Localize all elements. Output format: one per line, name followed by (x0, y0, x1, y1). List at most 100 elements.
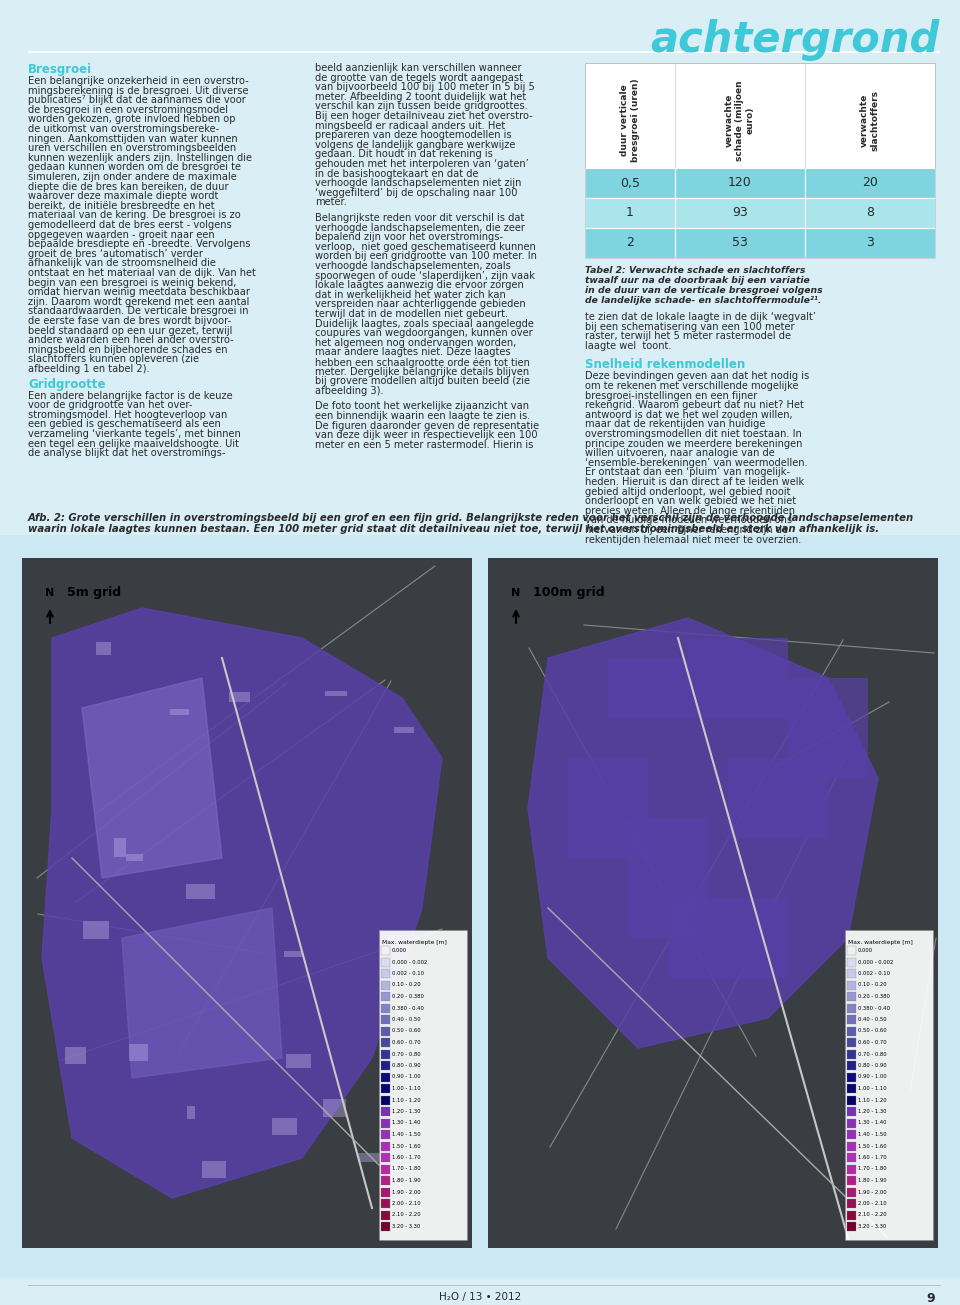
Text: Afb. 2: Grote verschillen in overstromingsbeeld bij een grof en een fijn grid. B: Afb. 2: Grote verschillen in overstromin… (28, 513, 914, 523)
Bar (847, 1118, 856, 1128)
Bar (381, 958, 390, 967)
Text: de grootte van de tegels wordt aangepast: de grootte van de tegels wordt aangepast (315, 73, 523, 82)
Text: 0.40 - 0.50: 0.40 - 0.50 (858, 1017, 887, 1022)
Text: 0.80 - 0.90: 0.80 - 0.90 (392, 1064, 420, 1067)
Text: 1: 1 (626, 206, 634, 219)
Text: antwoord is dat we het wel zouden willen,: antwoord is dat we het wel zouden willen… (585, 410, 793, 420)
Bar (608, 658, 688, 718)
Bar (845, 930, 933, 1240)
Text: 20: 20 (862, 176, 878, 189)
Text: 120: 120 (728, 176, 752, 189)
Text: de eerste fase van de bres wordt bijvoor-: de eerste fase van de bres wordt bijvoor… (28, 316, 231, 326)
Text: 0.40 - 0.50: 0.40 - 0.50 (392, 1017, 420, 1022)
Text: verhoogde landschapselementen niet zijn: verhoogde landschapselementen niet zijn (315, 179, 521, 188)
Bar (847, 1049, 856, 1058)
Text: Max. waterdiepte [m]: Max. waterdiepte [m] (382, 940, 446, 945)
Text: in de basishoogtekaart en dat de: in de basishoogtekaart en dat de (315, 168, 478, 179)
Text: De figuren daaronder geven de representatie: De figuren daaronder geven de representa… (315, 420, 540, 431)
Text: publicaties⁷ blijkt dat de aannames die voor: publicaties⁷ blijkt dat de aannames die … (28, 95, 246, 106)
Text: beeld standaard op een uur gezet, terwijl: beeld standaard op een uur gezet, terwij… (28, 326, 232, 335)
Text: te zien dat de lokale laagte in de dijk ‘wegvalt’: te zien dat de lokale laagte in de dijk … (585, 312, 816, 322)
Text: diepte die de bres kan bereiken, de duur: diepte die de bres kan bereiken, de duur (28, 181, 228, 192)
Text: hebben een schaalgrootte orde één tot tien: hebben een schaalgrootte orde één tot ti… (315, 358, 530, 368)
Text: 0.000 - 0.002: 0.000 - 0.002 (858, 959, 894, 964)
Text: opgegeven waarden - groeit naar een: opgegeven waarden - groeit naar een (28, 230, 215, 240)
Text: rekengrid. Waarom gebeurt dat nu niet? Het: rekengrid. Waarom gebeurt dat nu niet? H… (585, 401, 804, 410)
Text: N: N (511, 589, 520, 598)
Text: slachtoffers kunnen opleveren (zie: slachtoffers kunnen opleveren (zie (28, 355, 199, 364)
Text: 1.40 - 1.50: 1.40 - 1.50 (392, 1131, 420, 1137)
Bar (187, 1107, 195, 1118)
Bar (805, 198, 935, 228)
Text: ningen. Aankomsttijden van water kunnen: ningen. Aankomsttijden van water kunnen (28, 133, 238, 144)
Text: 0.70 - 0.80: 0.70 - 0.80 (858, 1052, 887, 1057)
Bar (390, 1164, 417, 1172)
Text: de landelijke schade- en slachtoffermodule²¹.: de landelijke schade- en slachtoffermodu… (585, 296, 822, 305)
Bar (381, 992, 390, 1001)
Text: Er ontstaat dan een ‘pluim’ van mogelijk-: Er ontstaat dan een ‘pluim’ van mogelijk… (585, 467, 790, 478)
Text: 3: 3 (866, 236, 874, 249)
Text: worden bij een gridgrootte van 100 meter. In: worden bij een gridgrootte van 100 meter… (315, 252, 537, 261)
Bar (805, 228, 935, 258)
Text: 3.20 - 3.30: 3.20 - 3.30 (392, 1224, 420, 1229)
Bar (381, 1211, 390, 1219)
Text: omdat hiervan weinig meetdata beschikbaar: omdat hiervan weinig meetdata beschikbaa… (28, 287, 250, 298)
Text: gemodelleerd dat de bres eerst - volgens: gemodelleerd dat de bres eerst - volgens (28, 221, 231, 230)
Text: dat in werkelijkheid het water zich kan: dat in werkelijkheid het water zich kan (315, 290, 506, 300)
Bar (381, 1084, 390, 1094)
Text: 1.80 - 1.90: 1.80 - 1.90 (392, 1178, 420, 1184)
Text: principe zouden we meerdere berekeningen: principe zouden we meerdere berekeningen (585, 438, 803, 449)
Text: afbeelding 3).: afbeelding 3). (315, 386, 384, 395)
Bar (126, 853, 143, 861)
Text: volgens de landelijk gangbare werkwijze: volgens de landelijk gangbare werkwijze (315, 140, 516, 150)
Text: om te rekenen met verschillende mogelijke: om te rekenen met verschillende mogelijk… (585, 381, 799, 392)
Text: coupures van wegdoorgangen, kunnen over: coupures van wegdoorgangen, kunnen over (315, 328, 533, 338)
Bar (675, 168, 805, 198)
Bar (568, 758, 648, 857)
Bar (381, 1037, 390, 1047)
Bar (847, 1027, 856, 1035)
Bar (847, 1037, 856, 1047)
Text: N: N (45, 589, 55, 598)
Bar (668, 898, 788, 977)
Text: verhoogde landschapselementen, die zeer: verhoogde landschapselementen, die zeer (315, 223, 525, 232)
Text: 1.20 - 1.30: 1.20 - 1.30 (858, 1109, 886, 1114)
Bar (847, 1188, 856, 1197)
Text: de bresgroei in een overstromingsmodel: de bresgroei in een overstromingsmodel (28, 104, 228, 115)
Bar (585, 198, 675, 228)
Bar (847, 970, 856, 977)
Text: 100m grid: 100m grid (533, 586, 605, 599)
Bar (186, 883, 215, 899)
Bar (805, 168, 935, 198)
Text: 2: 2 (626, 236, 634, 249)
Text: Tabel 2: Verwachte schade en slachtoffers: Tabel 2: Verwachte schade en slachtoffer… (585, 266, 805, 275)
Text: willen uitvoeren, naar analogie van de: willen uitvoeren, naar analogie van de (585, 448, 775, 458)
Bar (381, 1027, 390, 1035)
Text: 2.10 - 2.20: 2.10 - 2.20 (392, 1212, 420, 1218)
Bar (22, 559, 472, 1248)
Text: ontstaat en het materiaal van de dijk. Van het: ontstaat en het materiaal van de dijk. V… (28, 268, 256, 278)
Text: gedaan kunnen worden om de bresgroei te: gedaan kunnen worden om de bresgroei te (28, 162, 241, 172)
Text: begin van een bresgroei is weinig bekend,: begin van een bresgroei is weinig bekend… (28, 278, 236, 287)
Text: de analyse blijkt dat het overstromings-: de analyse blijkt dat het overstromings- (28, 448, 226, 458)
Text: hiervan en bij een fijner rekengrid zijn de: hiervan en bij een fijner rekengrid zijn… (585, 525, 788, 535)
Text: meter.: meter. (315, 197, 347, 207)
Bar (847, 1221, 856, 1231)
Text: 8: 8 (866, 206, 874, 219)
Bar (381, 1118, 390, 1128)
Text: laagte wel  toont.: laagte wel toont. (585, 341, 671, 351)
Bar (847, 992, 856, 1001)
Text: 1.90 - 2.00: 1.90 - 2.00 (858, 1189, 887, 1194)
Polygon shape (122, 908, 282, 1078)
Text: 2.00 - 2.10: 2.00 - 2.10 (392, 1201, 420, 1206)
Text: prepareren van deze hoogtemodellen is: prepareren van deze hoogtemodellen is (315, 130, 512, 140)
Bar (381, 1095, 390, 1104)
Bar (381, 1061, 390, 1070)
Text: de uitkomst van overstromingsbereke-: de uitkomst van overstromingsbereke- (28, 124, 219, 134)
Text: van deze dijk weer in respectievelijk een 100: van deze dijk weer in respectievelijk ee… (315, 431, 538, 440)
Text: verwachte
schade (miljoen
euro): verwachte schade (miljoen euro) (725, 80, 755, 161)
Text: mingsberekening is de bresgroei. Uit diverse: mingsberekening is de bresgroei. Uit div… (28, 86, 249, 95)
Text: duur verticale
bresgroei (uren): duur verticale bresgroei (uren) (620, 78, 639, 162)
Text: bresgroei-instellingen en een fijner: bresgroei-instellingen en een fijner (585, 390, 757, 401)
Bar (381, 1004, 390, 1013)
